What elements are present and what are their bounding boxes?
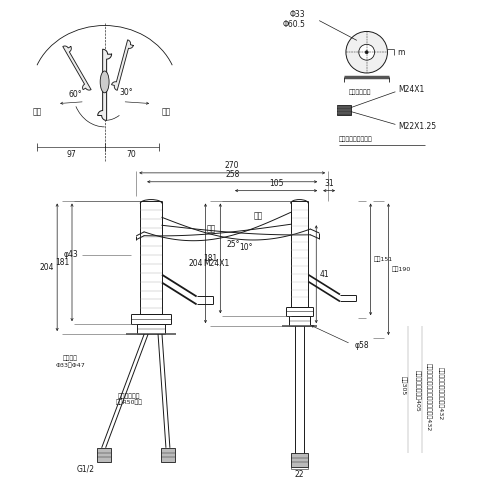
- Text: 258: 258: [225, 170, 240, 179]
- Polygon shape: [98, 50, 112, 120]
- Text: M22X1.25: M22X1.25: [398, 122, 436, 131]
- Text: 181: 181: [55, 258, 69, 267]
- Text: 181: 181: [203, 254, 218, 263]
- Text: 最小151: 最小151: [374, 256, 392, 262]
- Text: 吹水: 吹水: [253, 211, 262, 220]
- Bar: [290, 452, 308, 466]
- Bar: [337, 104, 351, 115]
- Text: 水側: 水側: [162, 107, 170, 116]
- Text: M24X1: M24X1: [398, 86, 424, 94]
- Bar: [161, 448, 175, 462]
- Text: 105: 105: [269, 178, 283, 188]
- Text: 取付穴径
Φ33～Φ47: 取付穴径 Φ33～Φ47: [55, 356, 85, 368]
- Text: 付属品：アダプター: 付属品：アダプター: [339, 136, 373, 142]
- Circle shape: [346, 32, 388, 73]
- Text: 97: 97: [66, 150, 76, 158]
- Text: 31: 31: [324, 178, 334, 188]
- Text: 10°: 10°: [240, 242, 253, 252]
- Bar: [96, 448, 110, 462]
- Text: 付属品：座金: 付属品：座金: [349, 89, 372, 94]
- Text: φ43: φ43: [63, 250, 78, 260]
- Polygon shape: [63, 46, 91, 90]
- Text: m: m: [398, 48, 404, 56]
- Text: 湯側: 湯側: [33, 107, 42, 116]
- Text: 204: 204: [40, 263, 54, 272]
- Text: 直管パッキン当たりまで432: 直管パッキン当たりまで432: [438, 367, 444, 420]
- Text: 最大305: 最大305: [400, 376, 406, 395]
- Text: 最大190: 最大190: [392, 266, 410, 272]
- Text: 上水: 上水: [206, 224, 216, 234]
- Text: Φ60.5: Φ60.5: [282, 20, 306, 29]
- Text: 70: 70: [126, 150, 136, 158]
- Text: 22: 22: [294, 470, 304, 479]
- Text: 270: 270: [225, 161, 240, 170]
- Text: フレキホース長さ405: フレキホース長さ405: [414, 370, 420, 412]
- Text: 41: 41: [319, 270, 329, 278]
- Text: 25°: 25°: [226, 240, 240, 248]
- Ellipse shape: [100, 71, 109, 93]
- Text: 204: 204: [188, 259, 202, 268]
- Text: 30°: 30°: [120, 88, 133, 98]
- Circle shape: [359, 44, 374, 60]
- Polygon shape: [112, 40, 134, 90]
- Text: Φ33: Φ33: [290, 10, 306, 19]
- Text: φ58: φ58: [355, 342, 370, 350]
- Text: 60°: 60°: [68, 90, 82, 99]
- Text: フレキホース
曲げR50以上: フレキホース 曲げR50以上: [116, 394, 143, 406]
- Text: フレキホースパッキン当たりまで432: フレキホースパッキン当たりまで432: [426, 363, 432, 432]
- Text: G1/2: G1/2: [77, 464, 95, 473]
- Text: M24X1: M24X1: [204, 260, 230, 268]
- Circle shape: [365, 50, 368, 53]
